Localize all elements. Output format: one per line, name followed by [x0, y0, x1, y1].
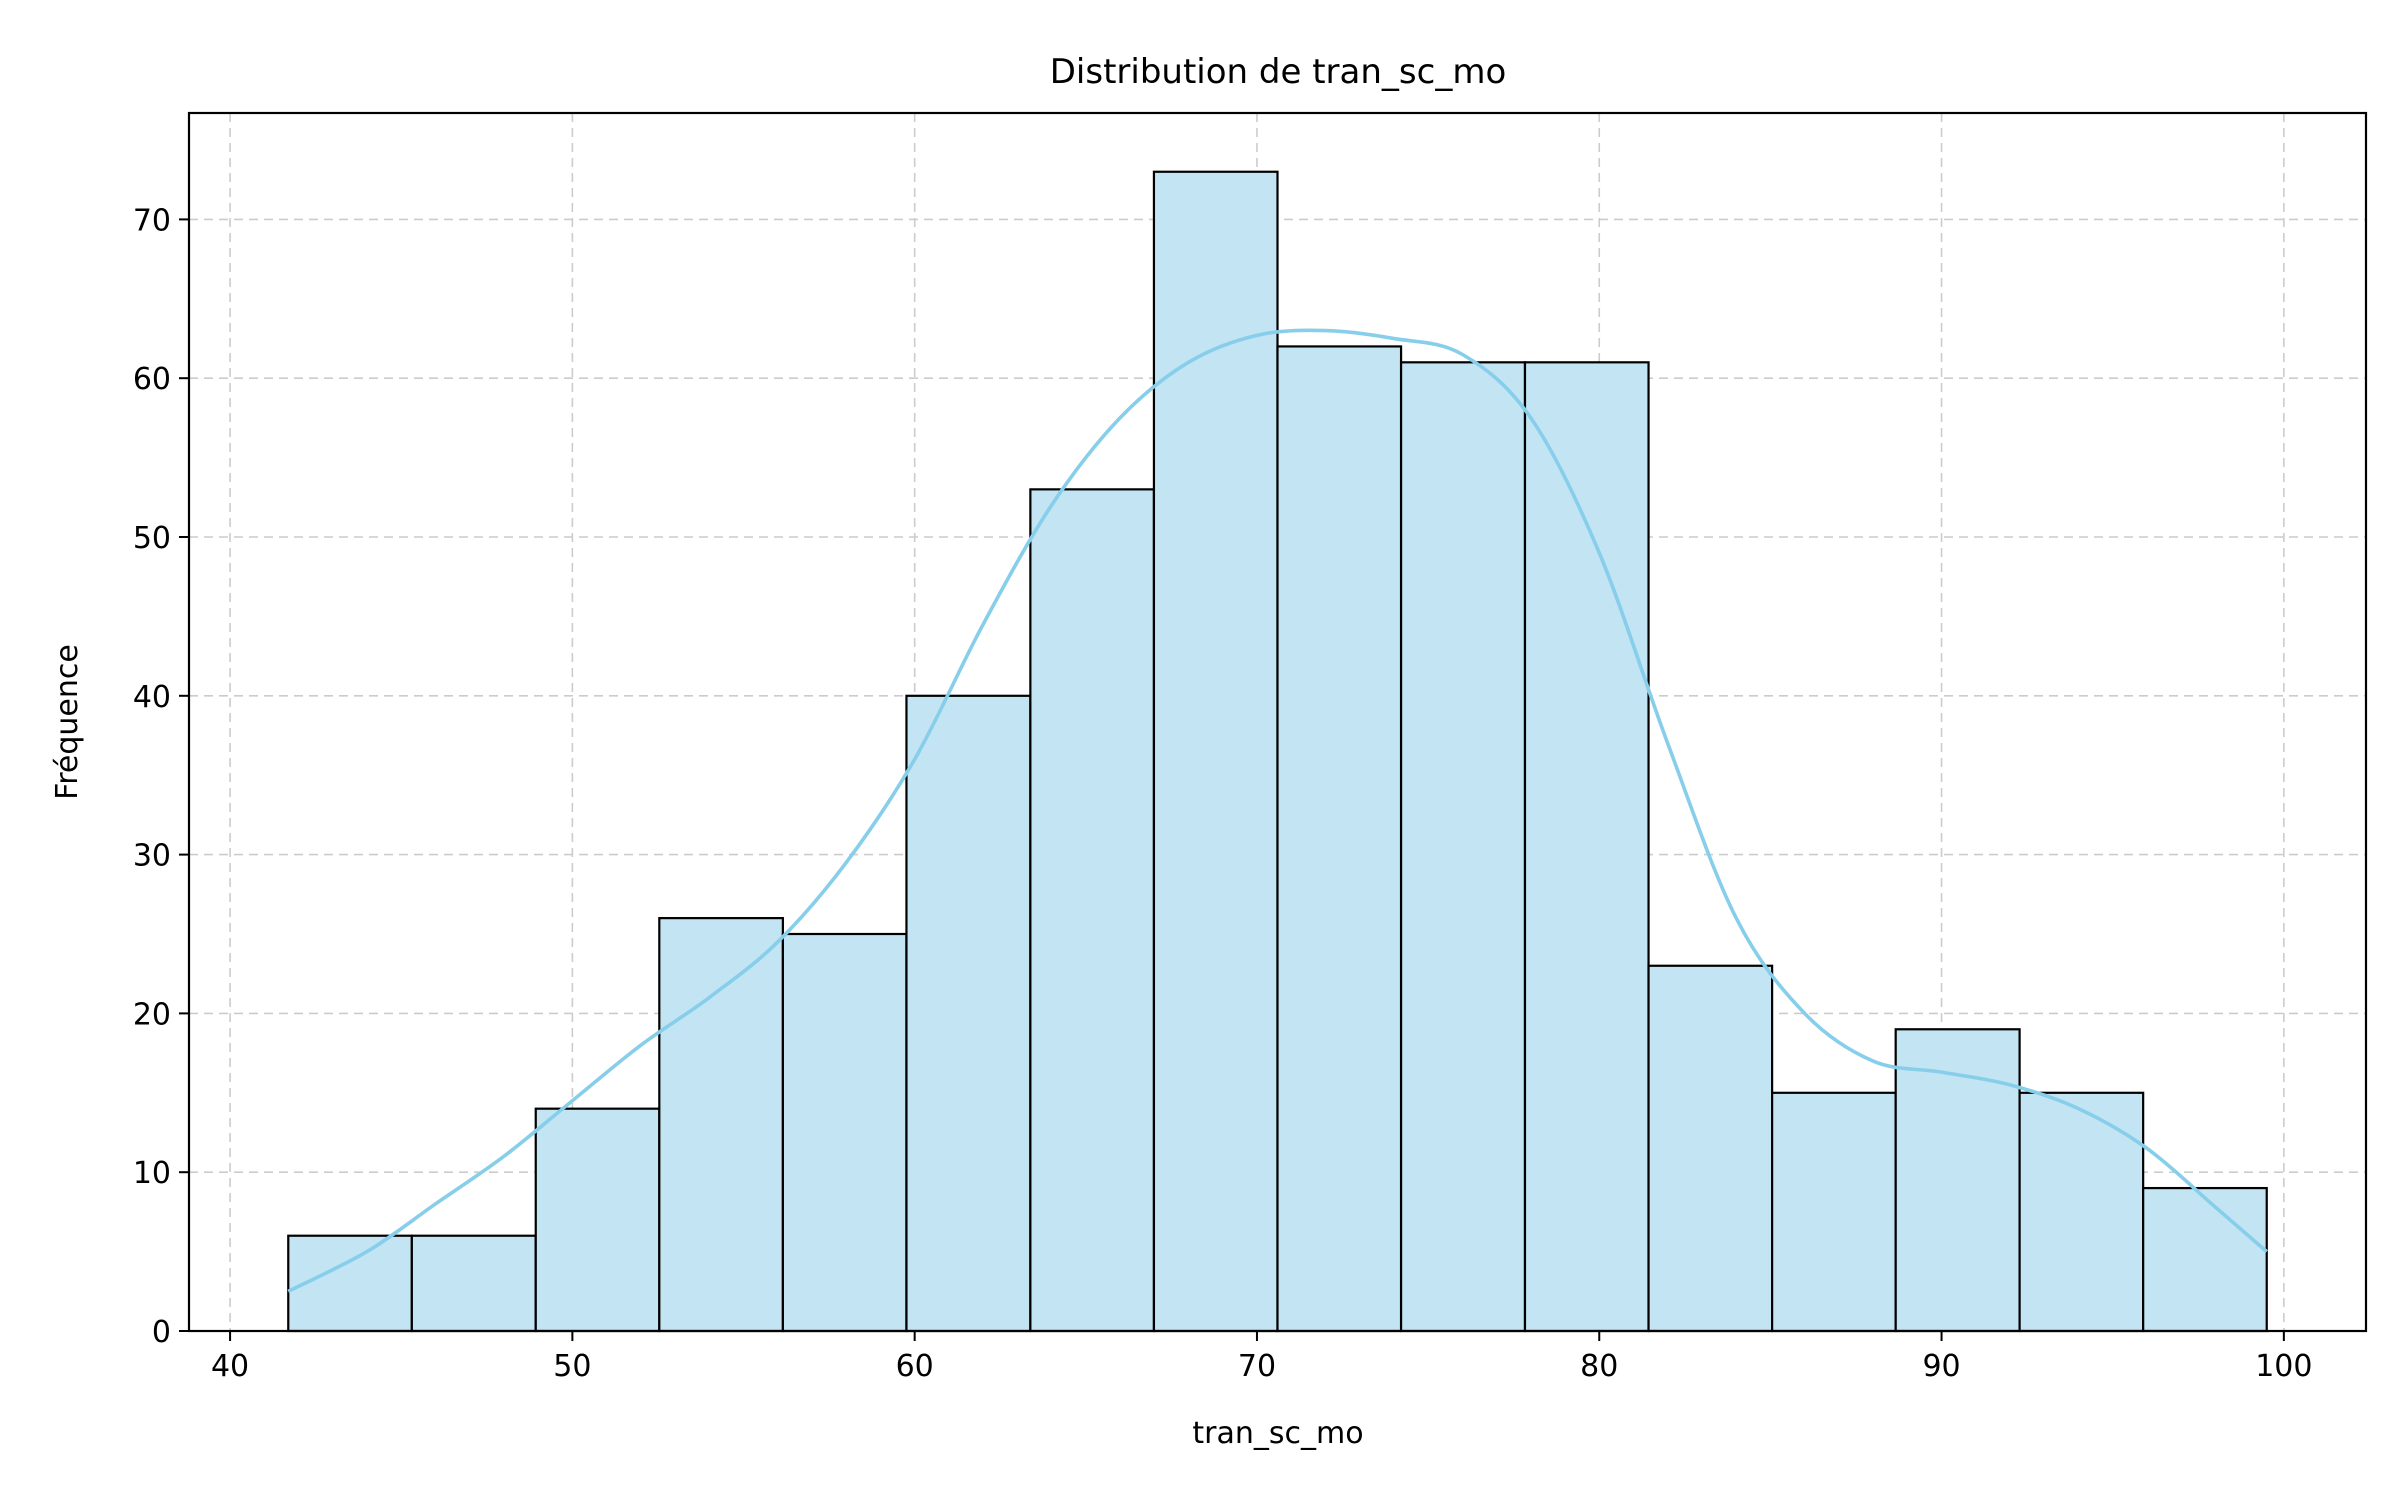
histogram-bar	[534, 1107, 661, 1333]
plot-frame	[187, 111, 2368, 1333]
y-tick-label: 50	[133, 521, 171, 556]
y-tick-label: 20	[133, 997, 171, 1032]
histogram-bar	[1894, 1028, 2021, 1333]
x-tick-label: 60	[896, 1349, 934, 1384]
histogram-bar	[1276, 345, 1403, 1333]
histogram-bar	[1029, 488, 1156, 1333]
x-tick-label: 40	[211, 1349, 249, 1384]
y-axis-label: Fréquence	[50, 644, 85, 800]
y-axis-ticks: 0 10 20 30 40 50 60 70	[133, 203, 189, 1350]
kde-line	[287, 328, 2268, 1293]
histogram-bar	[658, 917, 784, 1333]
histogram-bar	[905, 694, 1032, 1333]
x-tick-label: 100	[2255, 1349, 2312, 1384]
histogram-bar	[410, 1234, 537, 1333]
x-axis-label: tran_sc_mo	[1192, 1416, 1363, 1451]
y-tick-label: 10	[133, 1156, 171, 1191]
histogram-bar	[2018, 1091, 2145, 1333]
y-tick-label: 70	[133, 203, 171, 238]
y-tick-label: 60	[133, 362, 171, 397]
x-tick-label: 50	[553, 1349, 591, 1384]
histogram-bar	[1771, 1091, 1897, 1333]
histogram-bars	[287, 170, 2268, 1333]
histogram-bar	[1647, 964, 1774, 1333]
y-tick-label: 40	[133, 680, 171, 715]
histogram-bar	[781, 932, 908, 1333]
kde-curve-group	[287, 328, 2268, 1293]
x-tick-label: 90	[1922, 1349, 1960, 1384]
chart-title: Distribution de tran_sc_mo	[1050, 52, 1507, 92]
y-tick-label: 30	[133, 839, 171, 874]
histogram-bar	[1399, 361, 1527, 1333]
x-tick-label: 70	[1238, 1349, 1276, 1384]
y-tick-label: 0	[152, 1315, 171, 1350]
histogram-bar	[1152, 170, 1279, 1333]
x-axis-ticks: 40 50 60 70 80 90 100	[211, 1331, 2312, 1384]
histogram-bar	[2142, 1186, 2268, 1333]
histogram-bar	[1523, 361, 1650, 1333]
x-tick-label: 80	[1580, 1349, 1618, 1384]
